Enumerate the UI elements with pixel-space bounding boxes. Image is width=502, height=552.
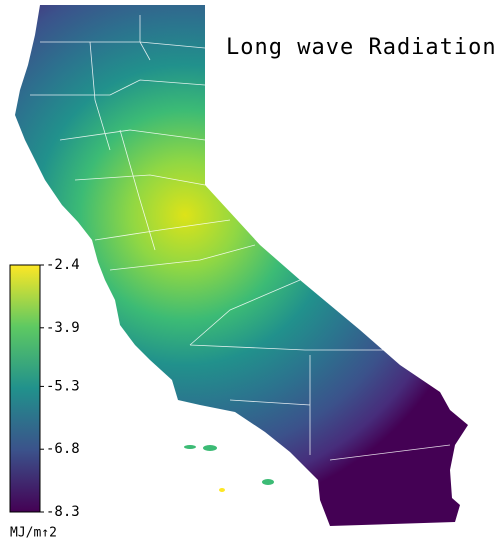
islands <box>184 445 274 492</box>
colorbar <box>9 264 41 513</box>
colorbar-tick-label: -8.3 <box>46 504 80 520</box>
map-title: Long wave Radiation <box>226 35 497 60</box>
colorbar-label: MJ/m↑2 <box>10 526 57 541</box>
colorbar-tick-label: -3.9 <box>46 320 80 336</box>
colorbar-tick-label: -5.3 <box>46 378 80 394</box>
county-lines <box>30 15 451 461</box>
colorbar-tick-label: -2.4 <box>46 257 80 273</box>
state-outline <box>15 5 468 526</box>
colorbar-tick-label: -6.8 <box>46 441 80 457</box>
